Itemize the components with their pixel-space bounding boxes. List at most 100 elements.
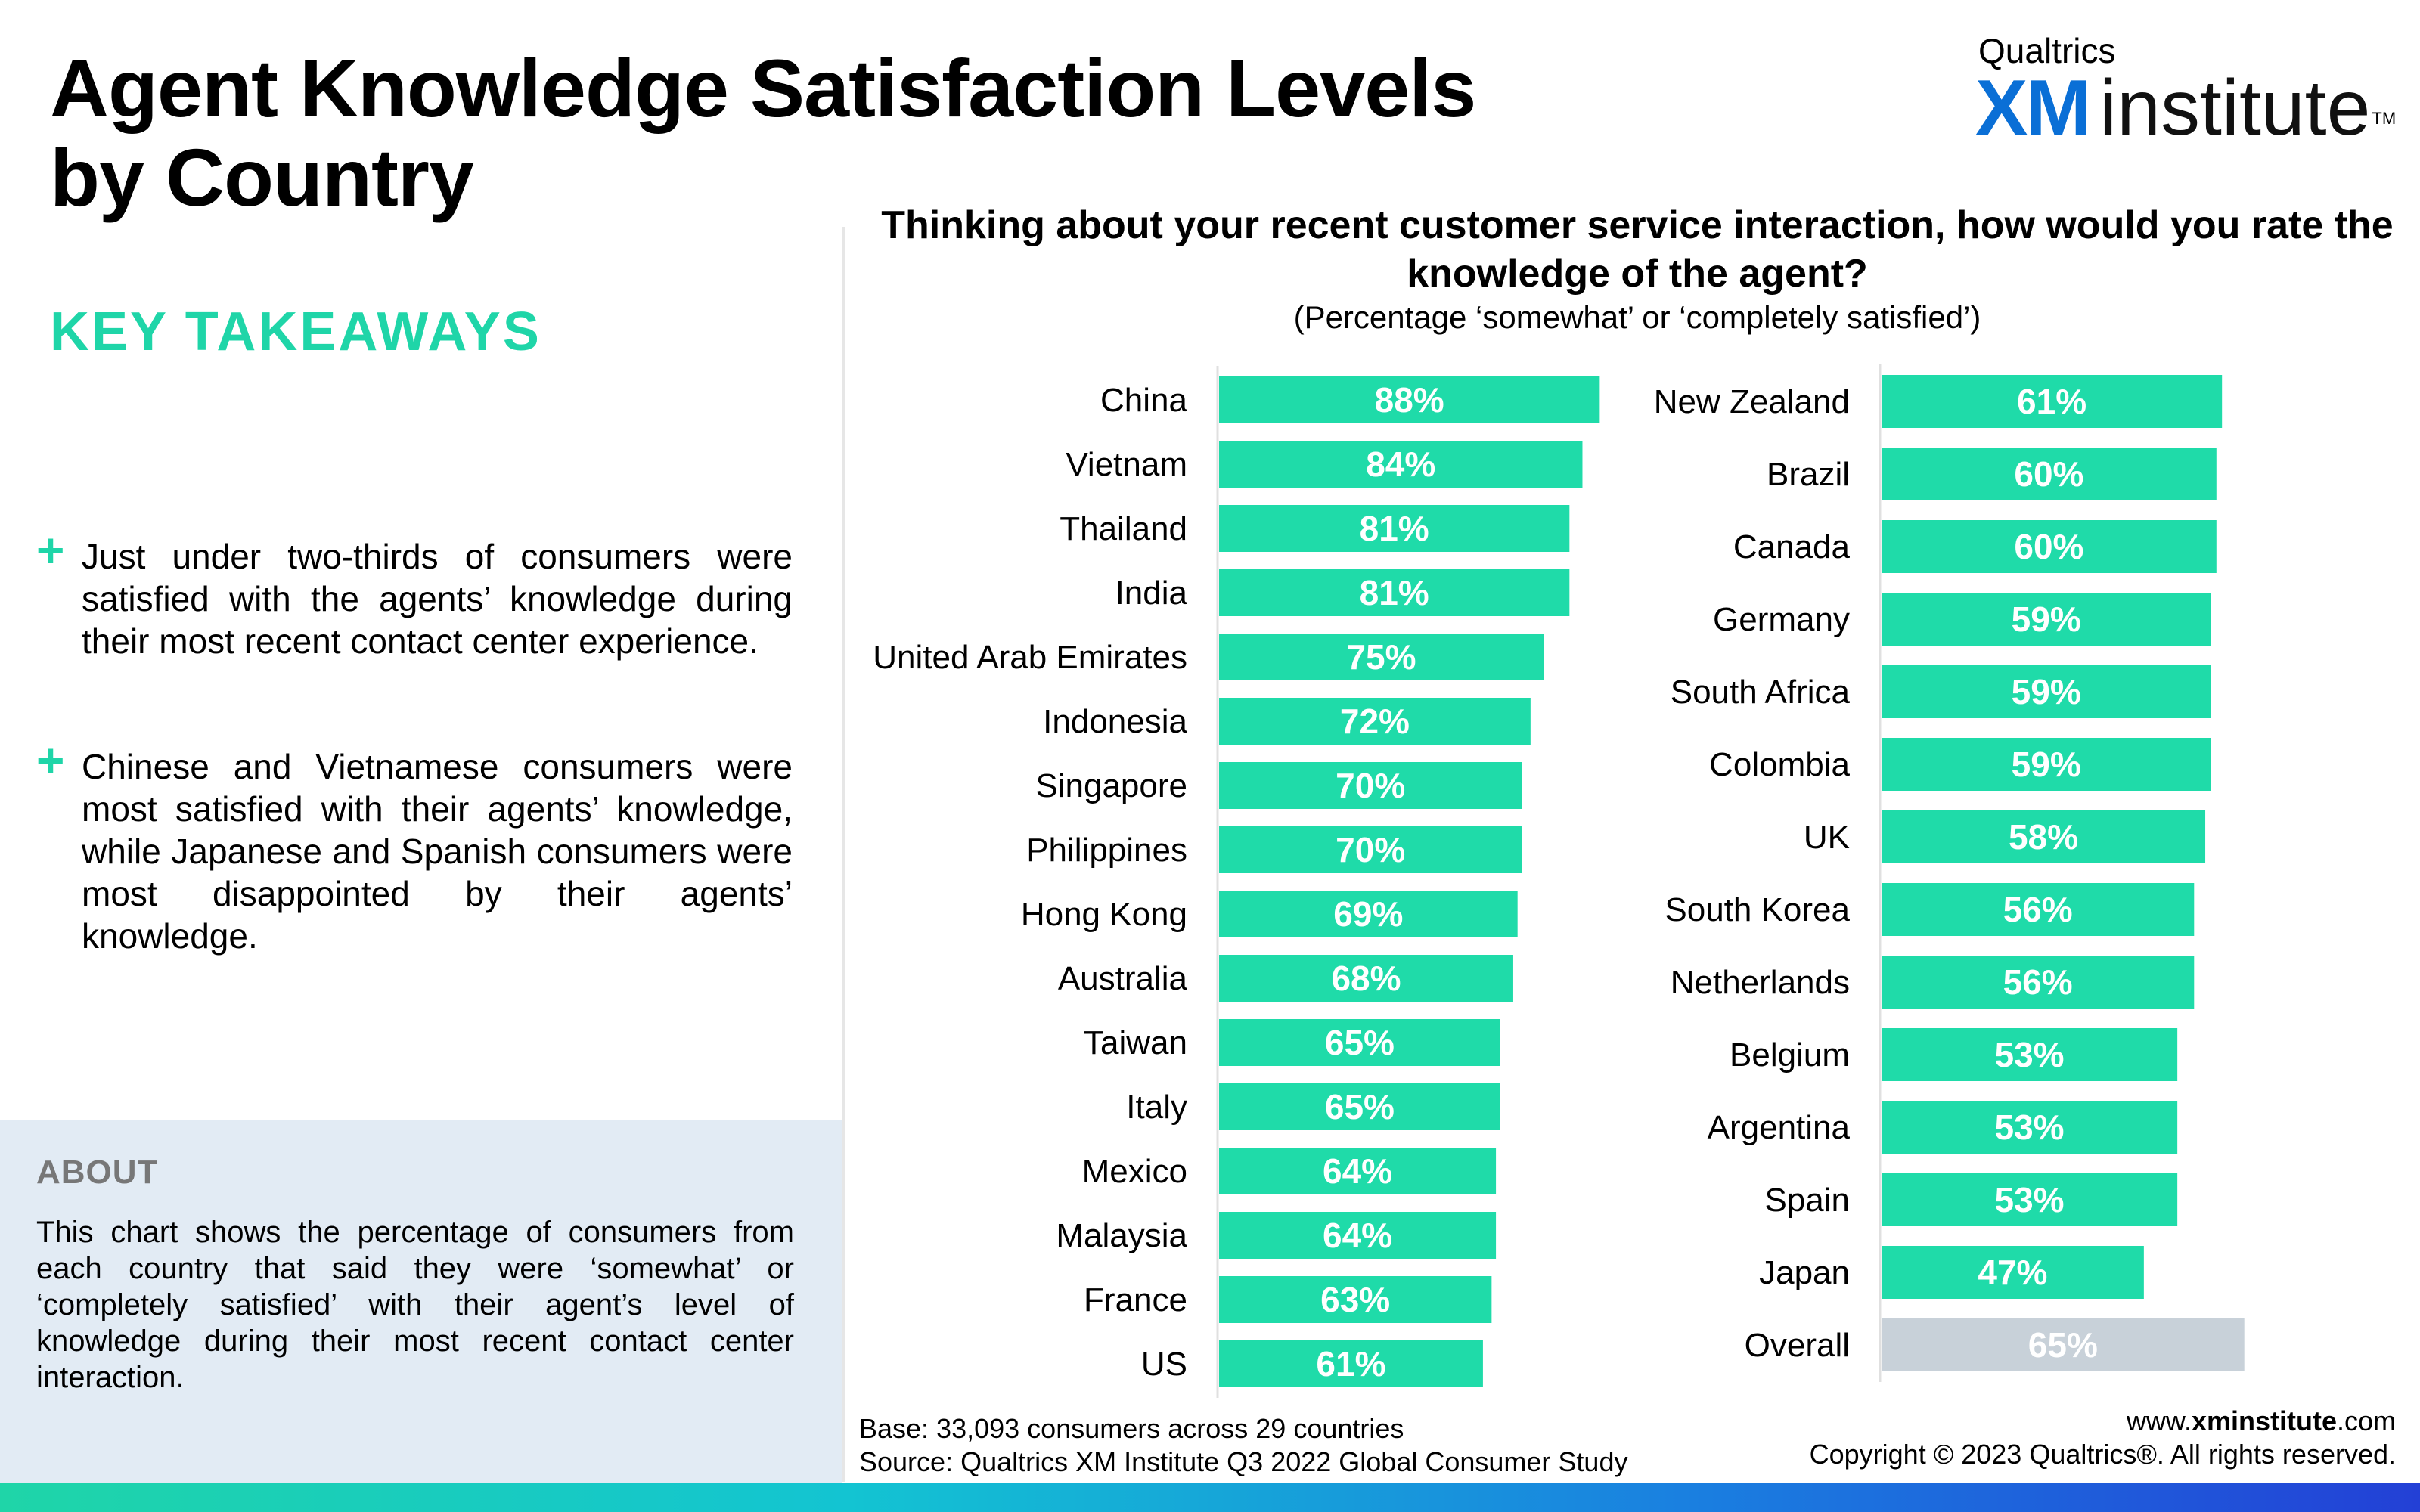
- data-label-singapore: 70%: [1336, 766, 1405, 805]
- bottom-gradient-bar: [0, 1483, 2420, 1512]
- category-label-italy: Italy: [1126, 1089, 1187, 1126]
- plus-icon: +: [36, 523, 65, 578]
- footer-copyright: www.xminstitute.com Copyright © 2023 Qua…: [1810, 1405, 2396, 1471]
- bar-us: [1219, 1340, 1483, 1387]
- bar-hong-kong: [1219, 891, 1518, 937]
- data-label-indonesia: 72%: [1340, 702, 1410, 741]
- category-label-netherlands: Netherlands: [1671, 964, 1850, 1001]
- data-label-australia: 68%: [1331, 959, 1401, 998]
- data-label-new-zealand: 61%: [2017, 382, 2086, 421]
- bar-south-africa: [1882, 665, 2211, 718]
- data-label-taiwan: 65%: [1325, 1023, 1395, 1062]
- data-label-france: 63%: [1320, 1280, 1390, 1319]
- data-label-thailand: 81%: [1360, 509, 1429, 548]
- bar-united-arab-emirates: [1219, 634, 1544, 680]
- bar-malaysia: [1219, 1212, 1497, 1259]
- category-label-indonesia: Indonesia: [1043, 703, 1187, 740]
- data-label-italy: 65%: [1325, 1087, 1395, 1126]
- bar-brazil: [1882, 448, 2217, 500]
- category-label-vietnam: Vietnam: [1066, 446, 1187, 483]
- category-label-argentina: Argentina: [1708, 1109, 1851, 1146]
- bar-taiwan: [1219, 1019, 1500, 1066]
- category-label-mexico: Mexico: [1082, 1153, 1187, 1190]
- bar-france: [1219, 1276, 1492, 1323]
- bar-colombia: [1882, 738, 2211, 791]
- category-label-philippines: Philippines: [1026, 832, 1187, 869]
- bar-china: [1219, 376, 1600, 423]
- source-note: Source: Qualtrics XM Institute Q3 2022 G…: [859, 1446, 1628, 1477]
- data-label-japan: 47%: [1978, 1253, 2047, 1292]
- about-heading: ABOUT: [36, 1154, 159, 1191]
- category-label-colombia: Colombia: [1709, 746, 1850, 783]
- bar-singapore: [1219, 762, 1522, 809]
- category-label-india: India: [1115, 575, 1188, 612]
- data-label-uk: 58%: [2009, 817, 2078, 857]
- data-label-germany: 59%: [2012, 600, 2081, 639]
- category-label-south-africa: South Africa: [1671, 674, 1851, 711]
- category-label-germany: Germany: [1713, 601, 1850, 638]
- data-label-us: 61%: [1316, 1344, 1385, 1383]
- chart-subtitle: (Percentage ‘somewhat’ or ‘completely sa…: [1293, 299, 1981, 335]
- data-label-canada: 60%: [2014, 527, 2083, 566]
- takeaway-text-1: Just under two-thirds of consumers were …: [82, 537, 793, 661]
- data-label-philippines: 70%: [1336, 830, 1405, 869]
- about-panel: ABOUT This chart shows the percentage of…: [0, 1120, 842, 1483]
- bar-netherlands: [1882, 956, 2195, 1009]
- category-label-south-korea: South Korea: [1665, 891, 1850, 928]
- bar-germany: [1882, 593, 2211, 646]
- bar-italy: [1219, 1083, 1500, 1130]
- data-label-south-africa: 59%: [2012, 672, 2081, 711]
- category-label-new-zealand: New Zealand: [1654, 383, 1850, 420]
- logo-xm-institute: XM instituteTM: [1975, 67, 2396, 150]
- bar-argentina: [1882, 1101, 2178, 1154]
- bar-vietnam: [1219, 441, 1583, 488]
- website-suffix: .com: [2336, 1405, 2396, 1436]
- data-label-china: 88%: [1375, 380, 1444, 420]
- category-label-singapore: Singapore: [1035, 767, 1187, 804]
- bar-canada: [1882, 520, 2217, 573]
- bar-new-zealand: [1882, 375, 2223, 428]
- about-body: This chart shows the percentage of consu…: [36, 1216, 794, 1394]
- category-label-canada: Canada: [1733, 528, 1851, 565]
- copyright-text: Copyright © 2023 Qualtrics®. All rights …: [1809, 1439, 2396, 1470]
- bar-mexico: [1219, 1148, 1497, 1194]
- data-label-belgium: 53%: [1995, 1035, 2065, 1074]
- base-note: Base: 33,093 consumers across 29 countri…: [859, 1413, 1404, 1444]
- category-label-united-arab-emirates: United Arab Emirates: [873, 639, 1187, 676]
- bar-japan: [1882, 1246, 2144, 1299]
- data-label-vietnam: 84%: [1366, 445, 1435, 484]
- takeaway-point-2: + Chinese and Vietnamese consumers were …: [36, 736, 793, 957]
- category-label-hong-kong: Hong Kong: [1021, 896, 1187, 933]
- website-bold: xminstitute: [2191, 1405, 2337, 1436]
- bar-thailand: [1219, 505, 1570, 552]
- panel-divider: [842, 227, 845, 1482]
- logo-xm-text: XM: [1975, 64, 2091, 152]
- bar-australia: [1219, 955, 1513, 1002]
- chart-title: Thinking about your recent customer serv…: [881, 203, 2394, 296]
- bar-south-korea: [1882, 883, 2195, 936]
- category-label-uk: UK: [1804, 819, 1850, 856]
- plus-icon: +: [36, 733, 65, 788]
- key-takeaways-heading: KEY TAKEAWAYS: [50, 302, 541, 362]
- bar-belgium: [1882, 1028, 2178, 1081]
- data-label-mexico: 64%: [1323, 1151, 1392, 1191]
- logo-qualtrics-text: Qualtrics: [1978, 31, 2116, 70]
- category-label-taiwan: Taiwan: [1084, 1024, 1187, 1061]
- data-label-malaysia: 64%: [1323, 1216, 1392, 1255]
- data-label-colombia: 59%: [2012, 745, 2081, 784]
- category-label-france: France: [1084, 1281, 1187, 1318]
- takeaway-point-1: + Just under two-thirds of consumers wer…: [36, 526, 793, 662]
- logo-institute-text: institute: [2099, 64, 2371, 152]
- category-label-japan: Japan: [1759, 1254, 1850, 1291]
- bar-overall: [1882, 1318, 2245, 1371]
- category-label-australia: Australia: [1058, 960, 1188, 997]
- bar-philippines: [1219, 826, 1522, 873]
- data-label-hong-kong: 69%: [1333, 894, 1403, 934]
- page-title: Agent Knowledge Satisfaction Levels by C…: [50, 42, 1476, 223]
- website-link[interactable]: www.xminstitute.com: [1810, 1405, 2396, 1438]
- data-label-united-arab-emirates: 75%: [1346, 637, 1416, 677]
- takeaway-text-2: Chinese and Vietnamese consumers were mo…: [82, 747, 793, 956]
- category-label-china: China: [1100, 382, 1187, 419]
- footer-sources: Base: 33,093 consumers across 29 countri…: [859, 1412, 1627, 1479]
